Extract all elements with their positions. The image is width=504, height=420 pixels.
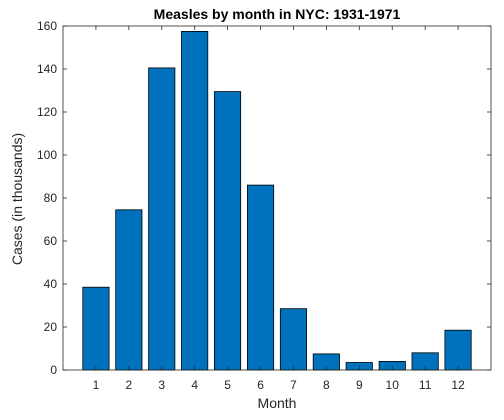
x-axis-title: Month (258, 395, 297, 411)
y-tick-label-160: 160 (37, 19, 57, 33)
bars-group (82, 30, 472, 371)
y-tick-label-20: 20 (44, 320, 58, 334)
bar-5 (213, 91, 242, 371)
x-tick-label-5: 5 (224, 378, 231, 392)
x-tick-label-3: 3 (158, 378, 165, 392)
y-tick-label-60: 60 (44, 234, 58, 248)
bar-1 (82, 286, 110, 371)
bar-3 (148, 67, 176, 371)
x-tick-label-7: 7 (290, 378, 297, 392)
y-tick-label-100: 100 (37, 148, 57, 162)
bar-2 (115, 209, 143, 371)
y-tick-label-140: 140 (37, 62, 57, 76)
x-tick-label-4: 4 (191, 378, 198, 392)
chart-title: Measles by month in NYC: 1931-1971 (154, 6, 401, 22)
x-tick-label-2: 2 (126, 378, 133, 392)
x-tick-label-9: 9 (356, 378, 363, 392)
y-tick-label-40: 40 (44, 277, 58, 291)
x-tick-label-10: 10 (386, 378, 400, 392)
x-tick-label-6: 6 (257, 378, 264, 392)
x-tick-label-8: 8 (323, 378, 330, 392)
bar-12 (444, 329, 472, 371)
y-tick-label-120: 120 (37, 105, 57, 119)
x-tick-label-11: 11 (419, 378, 432, 392)
y-tick-label-80: 80 (44, 191, 58, 205)
y-axis-title: Cases (in thousands) (9, 133, 25, 265)
x-tick-label-12: 12 (451, 378, 465, 392)
bar-7 (279, 308, 307, 371)
x-tick-label-1: 1 (93, 378, 100, 392)
bar-4 (181, 30, 209, 371)
y-tick-label-0: 0 (50, 363, 57, 377)
bar-6 (246, 184, 275, 371)
